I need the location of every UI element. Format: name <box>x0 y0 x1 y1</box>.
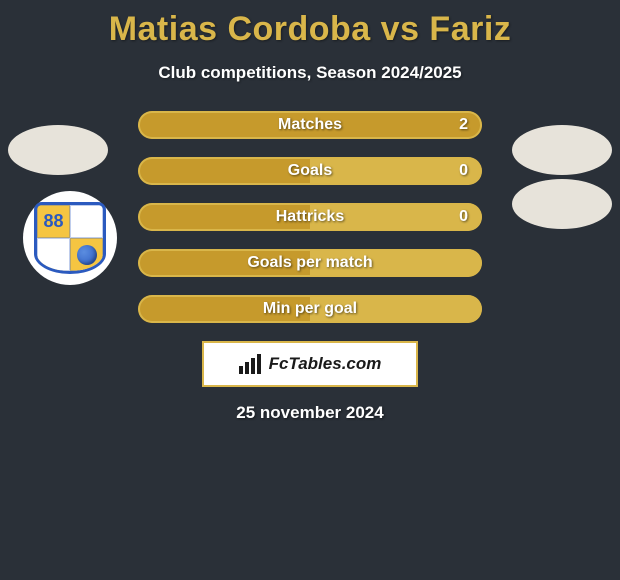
bar-value: 0 <box>459 162 468 180</box>
comparison-panel: 88 Matches 2 Goals 0 Hattricks 0 Goals per mat… <box>0 111 620 423</box>
player-avatar-left <box>8 125 108 175</box>
bar-label: Min per goal <box>263 300 357 318</box>
stat-bars: Matches 2 Goals 0 Hattricks 0 Goals per match M… <box>138 111 482 323</box>
bar-label: Goals per match <box>247 254 372 272</box>
club-badge: 88 <box>23 191 117 285</box>
bar-fill-left <box>138 157 310 185</box>
date-label: 25 november 2024 <box>0 403 620 423</box>
stat-bar: Hattricks 0 <box>138 203 482 231</box>
stat-bar: Goals 0 <box>138 157 482 185</box>
stat-bar: Matches 2 <box>138 111 482 139</box>
bar-label: Hattricks <box>276 208 344 226</box>
player-avatar-right-1 <box>512 125 612 175</box>
player-avatar-right-2 <box>512 179 612 229</box>
stat-bar: Min per goal <box>138 295 482 323</box>
bar-value: 0 <box>459 208 468 226</box>
bar-label: Matches <box>278 116 342 134</box>
bar-fill-right <box>310 157 482 185</box>
club-shield-icon: 88 <box>34 202 106 274</box>
stat-bar: Goals per match <box>138 249 482 277</box>
page-subtitle: Club competitions, Season 2024/2025 <box>0 63 620 83</box>
bar-label: Goals <box>288 162 332 180</box>
club-badge-number: 88 <box>37 205 70 238</box>
brand-box[interactable]: FcTables.com <box>202 341 418 387</box>
soccer-ball-icon <box>77 245 97 265</box>
bar-value: 2 <box>459 116 468 134</box>
brand-text: FcTables.com <box>269 354 382 374</box>
brand-chart-icon <box>239 354 263 374</box>
page-title: Matias Cordoba vs Fariz <box>0 0 620 49</box>
